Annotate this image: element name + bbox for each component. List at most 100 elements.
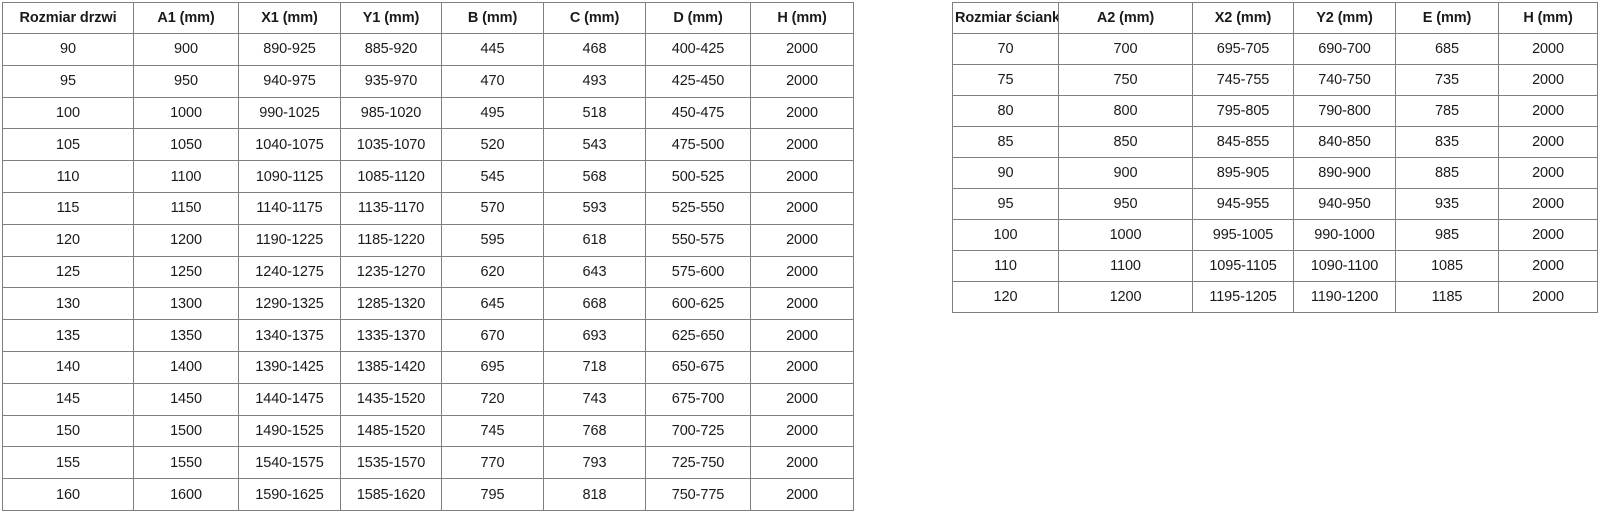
table-cell: 1285-1320 [340,287,442,321]
table-row: 75 750 745-755 740-750 735 2000 [952,64,1598,96]
table-cell: 90 [952,157,1059,189]
table-cell: 695-705 [1192,33,1294,65]
table-cell: 900 [1058,157,1193,189]
table-row: 145 1450 1440-1475 1435-1520 720 743 675-700 20… [2,382,854,416]
table-cell: 1090-1100 [1293,250,1396,282]
table-cell: 400-425 [645,33,751,66]
table-cell: 745 [441,414,544,448]
table-row: 95 950 945-955 940-950 935 2000 [952,188,1598,220]
table-cell: 2000 [1498,219,1598,251]
table-cell: 518 [543,96,646,130]
column-header-h: H (mm) [750,2,854,34]
table-cell: 1040-1075 [238,128,341,162]
column-header-x2: X2 (mm) [1192,2,1294,34]
table-cell: 900 [133,33,239,66]
table-cell: 743 [543,382,646,416]
table-cell: 2000 [750,191,854,225]
table-row: 120 1200 1190-1225 1185-1220 595 618 550-575 20… [2,223,854,257]
table-cell: 950 [1058,188,1193,220]
table-cell: 468 [543,33,646,66]
table-cell: 543 [543,128,646,162]
table-cell: 1195-1205 [1192,281,1294,313]
table-cell: 2000 [750,414,854,448]
table-cell: 845-855 [1192,126,1294,158]
column-header-rozmiar-scianki: Rozmiar ścianki [952,2,1059,34]
table-cell: 1000 [1058,219,1193,251]
table-row: 90 900 895-905 890-900 885 2000 [952,157,1598,189]
table-cell: 145 [2,382,134,416]
table-cell: 90 [2,33,134,66]
table-cell: 1240-1275 [238,255,341,289]
table-cell: 895-905 [1192,157,1294,189]
table-cell: 550-575 [645,223,751,257]
table-cell: 1140-1175 [238,191,341,225]
table-cell: 1090-1125 [238,160,341,193]
table-cell: 120 [2,223,134,257]
table-cell: 695 [441,350,544,384]
table-row: 110 1100 1090-1125 1085-1120 545 568 500-525 20… [2,160,854,193]
column-header-d: D (mm) [645,2,751,34]
table-cell: 940-950 [1293,188,1396,220]
panels-dimension-table: Rozmiar ścianki A2 (mm) X2 (mm) Y2 (mm) … [952,2,1598,313]
table-cell: 1085-1120 [340,160,442,193]
table-cell: 685 [1395,33,1499,65]
column-header-h: H (mm) [1498,2,1598,34]
table-cell: 100 [952,219,1059,251]
table-cell: 2000 [750,33,854,66]
table-cell: 1085 [1395,250,1499,282]
table-cell: 770 [441,446,544,480]
table-cell: 670 [441,319,544,352]
table-cell: 2000 [1498,250,1598,282]
table-cell: 115 [2,191,134,225]
table-row: 100 1000 995-1005 990-1000 985 2000 [952,219,1598,251]
table-cell: 155 [2,446,134,480]
table-cell: 110 [2,160,134,193]
table-cell: 2000 [1498,64,1598,96]
table-cell: 840-850 [1293,126,1396,158]
table-cell: 120 [952,281,1059,313]
table-cell: 70 [952,33,1059,65]
table-row: 95 950 940-975 935-970 470 493 425-450 2000 [2,64,854,98]
table-cell: 1050 [133,128,239,162]
table-cell: 450-475 [645,96,751,130]
table-cell: 2000 [750,350,854,384]
table-cell: 160 [2,478,134,511]
table-cell: 1250 [133,255,239,289]
table-row: 135 1350 1340-1375 1335-1370 670 693 625-650 20… [2,319,854,352]
table-cell: 150 [2,414,134,448]
column-header-a1: A1 (mm) [133,2,239,34]
table-cell: 625-650 [645,319,751,352]
table-cell: 1535-1570 [340,446,442,480]
table-cell: 1500 [133,414,239,448]
table-cell: 1100 [1058,250,1193,282]
table-cell: 2000 [750,478,854,511]
table-cell: 595 [441,223,544,257]
table-header-row: Rozmiar ścianki A2 (mm) X2 (mm) Y2 (mm) … [952,2,1598,34]
table-cell: 445 [441,33,544,66]
table-cell: 1335-1370 [340,319,442,352]
table-cell: 520 [441,128,544,162]
table-cell: 95 [952,188,1059,220]
table-cell: 1540-1575 [238,446,341,480]
table-cell: 790-800 [1293,95,1396,127]
table-cell: 725-750 [645,446,751,480]
table-cell: 720 [441,382,544,416]
table-cell: 1190-1200 [1293,281,1396,313]
table-row: 120 1200 1195-1205 1190-1200 1185 2000 [952,281,1598,313]
table-cell: 1385-1420 [340,350,442,384]
table-cell: 800 [1058,95,1193,127]
table-cell: 1190-1225 [238,223,341,257]
table-cell: 985-1020 [340,96,442,130]
column-header-e: E (mm) [1395,2,1499,34]
table-cell: 700-725 [645,414,751,448]
table-cell: 2000 [1498,126,1598,158]
table-cell: 740-750 [1293,64,1396,96]
table-cell: 1350 [133,319,239,352]
table-cell: 1485-1520 [340,414,442,448]
table-cell: 2000 [750,128,854,162]
table-cell: 890-925 [238,33,341,66]
table-cell: 568 [543,160,646,193]
table-cell: 693 [543,319,646,352]
table-cell: 600-625 [645,287,751,321]
table-cell: 795-805 [1192,95,1294,127]
